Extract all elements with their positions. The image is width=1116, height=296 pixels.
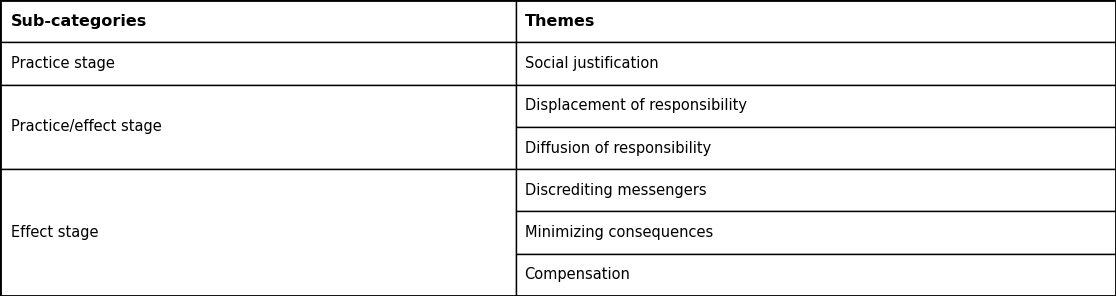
Text: Compensation: Compensation <box>525 267 631 282</box>
Text: Practice stage: Practice stage <box>11 56 115 71</box>
Bar <box>516 85 1116 127</box>
Bar <box>516 127 1116 169</box>
Bar <box>516 0 1116 42</box>
Text: Displacement of responsibility: Displacement of responsibility <box>525 98 747 113</box>
Bar <box>516 211 1116 254</box>
Bar <box>516 42 1116 85</box>
Text: Sub-categories: Sub-categories <box>11 14 147 29</box>
Bar <box>0 42 516 85</box>
Text: Social justification: Social justification <box>525 56 658 71</box>
Text: Practice/effect stage: Practice/effect stage <box>11 119 162 134</box>
Bar <box>0 0 516 42</box>
Bar <box>516 254 1116 296</box>
Text: Discrediting messengers: Discrediting messengers <box>525 183 706 198</box>
Bar <box>0 169 516 296</box>
Text: Themes: Themes <box>525 14 595 29</box>
Text: Minimizing consequences: Minimizing consequences <box>525 225 713 240</box>
Bar <box>516 169 1116 211</box>
Bar <box>0 85 516 169</box>
Text: Diffusion of responsibility: Diffusion of responsibility <box>525 141 711 155</box>
Text: Effect stage: Effect stage <box>11 225 98 240</box>
